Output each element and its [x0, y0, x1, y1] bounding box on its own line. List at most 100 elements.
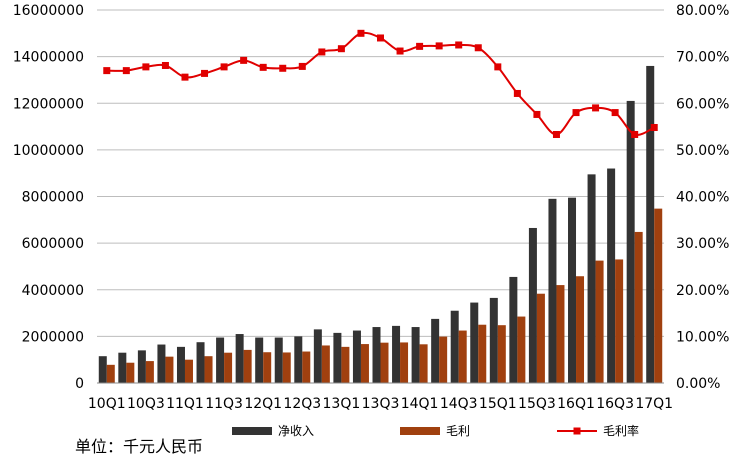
x-tick-label: 14Q3	[440, 396, 478, 412]
margin-marker	[181, 73, 189, 81]
revenue-bar	[157, 344, 166, 383]
y-left-tick-label: 0	[75, 376, 84, 392]
margin-marker	[650, 123, 658, 131]
x-tick-label: 10Q1	[88, 396, 126, 412]
margin-marker	[240, 56, 248, 64]
gross-profit-bar	[243, 349, 252, 383]
margin-marker	[279, 64, 287, 72]
x-tick-label: 15Q3	[518, 396, 556, 412]
legend-label-margin: 毛利率	[603, 423, 639, 438]
revenue-bar	[548, 198, 557, 383]
gridlines	[97, 9, 664, 337]
revenue-bar	[333, 332, 342, 383]
y-left-tick-label: 6000000	[22, 236, 84, 252]
line-series	[103, 29, 658, 138]
gross-profit-bar	[321, 345, 330, 383]
y-right-tick-label: 30.00%	[676, 236, 729, 252]
revenue-bar	[372, 327, 381, 383]
gross-profit-bar	[478, 324, 487, 383]
margin-marker	[220, 63, 228, 71]
revenue-bar	[313, 329, 322, 383]
legend-marker-margin	[573, 427, 581, 435]
revenue-bar	[137, 350, 146, 383]
revenue-bar	[626, 100, 635, 383]
margin-marker	[572, 109, 580, 117]
margin-marker	[396, 47, 404, 55]
revenue-bar	[607, 168, 616, 383]
gross-profit-bar	[536, 293, 545, 383]
legend-swatch-gross-profit	[400, 427, 440, 435]
legend-swatch-revenue	[232, 427, 272, 435]
revenue-bar	[509, 276, 518, 383]
y-right-tick-label: 80.00%	[676, 3, 729, 19]
x-tick-label: 11Q1	[166, 396, 204, 412]
gross-profit-bar	[419, 344, 428, 383]
gross-profit-bar	[204, 356, 213, 383]
gross-profit-bar	[360, 344, 369, 383]
margin-marker	[435, 42, 443, 50]
gross-profit-bar	[400, 342, 409, 383]
margin-marker	[416, 42, 424, 50]
margin-marker	[631, 130, 639, 138]
gross-profit-bar	[282, 352, 291, 383]
revenue-bar	[294, 336, 303, 383]
y-left-tick-label: 2000000	[22, 329, 84, 345]
revenue-bar	[118, 352, 127, 383]
x-tick-label: 13Q1	[323, 396, 361, 412]
revenue-bar	[392, 325, 401, 383]
margin-marker	[103, 67, 111, 75]
margin-marker	[357, 29, 365, 37]
x-tick-label: 12Q3	[283, 396, 321, 412]
gross-profit-bar	[302, 351, 311, 383]
axes: 0 0.00% 2000000 10.00% 4000000 20.00% 6000000 3…	[13, 3, 730, 412]
x-tick-label: 12Q1	[244, 396, 282, 412]
y-right-tick-label: 40.00%	[676, 190, 729, 206]
revenue-bar	[98, 356, 107, 383]
x-tick-label: 15Q1	[479, 396, 517, 412]
x-tick-label: 16Q3	[596, 396, 634, 412]
gross-profit-bar	[654, 208, 663, 383]
gross-profit-bar	[145, 361, 154, 383]
gross-profit-bar	[165, 356, 174, 383]
gross-profit-bar	[224, 352, 233, 383]
revenue-bar	[274, 337, 283, 383]
margin-marker	[161, 61, 169, 69]
margin-marker	[552, 130, 560, 138]
revenue-bar	[216, 337, 225, 383]
revenue-bar	[411, 327, 420, 383]
unit-note: 单位：千元人民币	[75, 437, 203, 456]
gross-profit-bar	[517, 316, 526, 383]
gross-profit-bar	[439, 336, 448, 383]
gross-profit-bar	[615, 259, 624, 383]
y-left-tick-label: 10000000	[13, 143, 84, 159]
revenue-bar	[196, 342, 205, 383]
gross-profit-bar	[184, 359, 193, 383]
y-right-tick-label: 50.00%	[676, 143, 729, 159]
gross-profit-bar	[556, 285, 565, 383]
margin-marker	[592, 104, 600, 112]
revenue-bar	[255, 337, 264, 383]
margin-marker	[455, 41, 463, 49]
legend: 净收入 毛利 毛利率	[232, 423, 639, 438]
gross-profit-bar	[106, 364, 115, 383]
margin-marker	[494, 63, 502, 71]
margin-marker	[201, 69, 209, 77]
legend-label-revenue: 净收入	[278, 424, 314, 438]
bar-series	[98, 65, 663, 383]
gross-profit-bar	[497, 325, 506, 383]
x-tick-label: 11Q3	[205, 396, 243, 412]
margin-marker	[298, 62, 306, 70]
x-tick-label: 17Q1	[635, 396, 673, 412]
margin-marker	[533, 110, 541, 118]
y-left-tick-label: 14000000	[13, 50, 84, 66]
revenue-bar	[450, 310, 459, 383]
x-tick-label: 14Q1	[401, 396, 439, 412]
y-left-tick-label: 12000000	[13, 96, 84, 112]
x-tick-label: 10Q3	[127, 396, 165, 412]
gross-profit-bar	[576, 276, 585, 383]
x-tick-label: 13Q3	[362, 396, 400, 412]
y-left-tick-label: 16000000	[13, 3, 84, 19]
margin-marker	[337, 45, 345, 53]
